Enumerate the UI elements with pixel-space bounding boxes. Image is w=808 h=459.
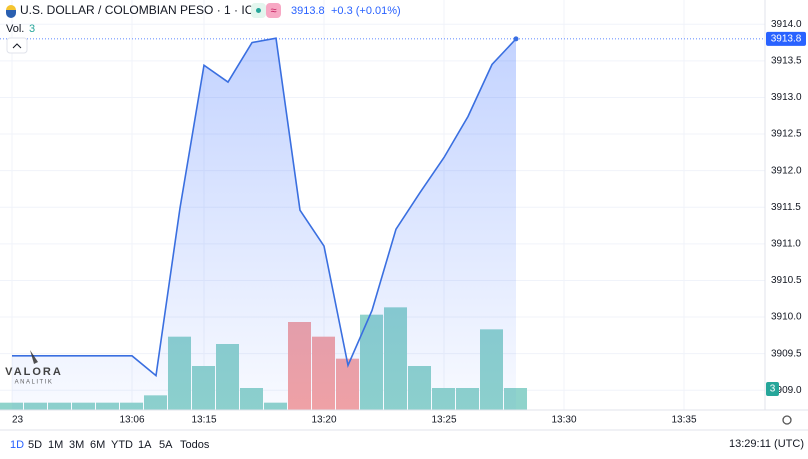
range-button[interactable]: 5D	[28, 439, 42, 451]
y-tick-label: 3909.5	[771, 348, 802, 359]
price-tag-label: 3913.8	[771, 34, 802, 45]
y-tick-label: 3914.0	[771, 19, 802, 30]
collapse-button[interactable]	[6, 37, 28, 54]
volume-title: Vol.	[6, 23, 24, 35]
range-button[interactable]: 1A	[138, 439, 152, 451]
header-change: +0.3 (+0.01%)	[331, 5, 401, 17]
y-tick-label: 3911.0	[771, 238, 801, 249]
clock: 13:29:11 (UTC)	[729, 438, 804, 450]
volume-bar	[0, 402, 23, 410]
header-price: 3913.8	[291, 5, 325, 17]
volume-value: 3	[29, 23, 35, 35]
y-tick-label: 3911.5	[771, 202, 801, 213]
y-tick-label: 3912.5	[771, 129, 802, 140]
y-tick-label: 3913.5	[771, 55, 802, 66]
price-tag	[766, 31, 806, 46]
range-button[interactable]: 1M	[48, 439, 63, 451]
volume-tag-label: 3	[770, 384, 776, 395]
y-tick-label: 3910.5	[771, 275, 802, 286]
x-tick-label: 13:25	[431, 415, 456, 426]
x-tick-label: 13:06	[119, 415, 144, 426]
x-tick-label: 13:35	[671, 415, 696, 426]
x-tick-label: 13:15	[191, 415, 216, 426]
status-indicator	[266, 3, 281, 18]
axes: 3909.0 3909.5 3910.0 3910.5 3911.0 3911.5 3912…	[12, 19, 806, 426]
toolbar: 1D 5D 1M 3M 6M YTD 1A 5A Todos	[10, 439, 210, 451]
range-button[interactable]: 5A	[159, 439, 173, 451]
x-tick-label: 23	[12, 415, 24, 426]
price-layer	[0, 36, 765, 410]
settings-button[interactable]	[782, 415, 792, 425]
range-button[interactable]: 6M	[90, 439, 105, 451]
price-line	[12, 37, 517, 378]
y-tick-label: 3912.0	[771, 165, 802, 176]
y-tick-label: 3909.0	[771, 385, 802, 396]
watermark-title: VALORA	[5, 366, 63, 378]
status-icon: ≈	[270, 5, 276, 17]
status-dot	[256, 8, 261, 13]
range-button[interactable]: Todos	[180, 439, 210, 451]
symbol-title: U.S. DOLLAR / COLOMBIAN PESO · 1 · ICE	[20, 3, 261, 17]
range-button[interactable]: 3M	[69, 439, 84, 451]
collapse-icon	[12, 43, 22, 49]
logo-icon	[30, 350, 38, 364]
range-button[interactable]: YTD	[111, 439, 133, 451]
x-tick-label: 13:20	[311, 415, 336, 426]
watermark-subtitle: ANALITIK	[15, 380, 54, 386]
flag-icon	[6, 10, 16, 18]
x-tick-label: 13:30	[551, 415, 576, 426]
range-button[interactable]: 1D	[10, 439, 24, 451]
volume-tag	[766, 382, 779, 396]
price-area	[12, 38, 516, 410]
watermark: VALORA ANALITIK	[5, 350, 63, 386]
y-tick-label: 3913.0	[771, 92, 802, 103]
y-tick-label: 3910.0	[771, 312, 802, 323]
